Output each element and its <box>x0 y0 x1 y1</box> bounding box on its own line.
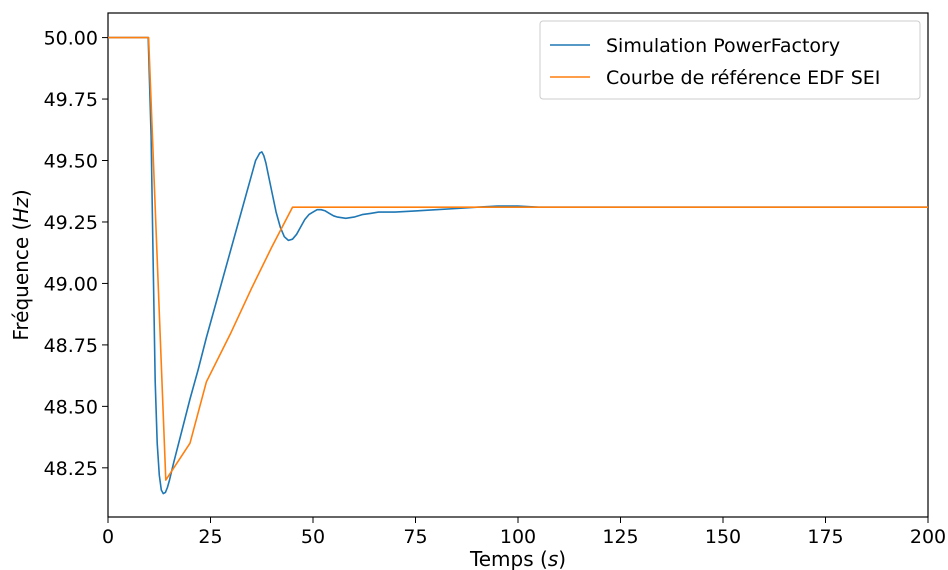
x-tick-label: 200 <box>910 526 946 548</box>
y-tick-label: 48.25 <box>44 458 98 480</box>
series-layer <box>108 36 928 495</box>
y-tick-label: 49.50 <box>44 151 98 173</box>
series-simulation-powerfactory <box>108 36 928 495</box>
legend-label-reference: Courbe de référence EDF SEI <box>606 67 880 89</box>
x-tick-label: 125 <box>602 526 638 548</box>
y-tick-label: 48.50 <box>44 396 98 418</box>
legend-box <box>539 20 921 100</box>
x-tick-label: 100 <box>500 526 536 548</box>
y-axis-label: Fréquence (Hz) <box>9 189 33 340</box>
x-tick-label: 0 <box>102 526 114 548</box>
y-tick-label: 48.75 <box>44 335 98 357</box>
y-tick-label: 49.00 <box>44 273 98 295</box>
x-axis: 0 25 50 75 100 125 150 175 200 <box>102 517 946 548</box>
x-tick-label: 25 <box>198 526 222 548</box>
y-tick-label: 49.25 <box>44 212 98 234</box>
y-tick-label: 49.75 <box>44 89 98 111</box>
x-tick-label: 175 <box>807 526 843 548</box>
x-tick-label: 50 <box>301 526 325 548</box>
series-reference-edf-sei <box>108 36 928 481</box>
y-axis: 48.25 48.50 48.75 49.00 49.25 49.50 49.75 50.00 <box>44 28 108 480</box>
legend-label-simulation: Simulation PowerFactory <box>606 35 840 57</box>
x-axis-label: Temps (s) <box>469 547 566 570</box>
y-tick-label: 50.00 <box>44 28 98 50</box>
x-tick-label: 75 <box>403 526 427 548</box>
legend: Simulation PowerFactory Courbe de référe… <box>539 20 921 100</box>
x-tick-label: 150 <box>705 526 741 548</box>
